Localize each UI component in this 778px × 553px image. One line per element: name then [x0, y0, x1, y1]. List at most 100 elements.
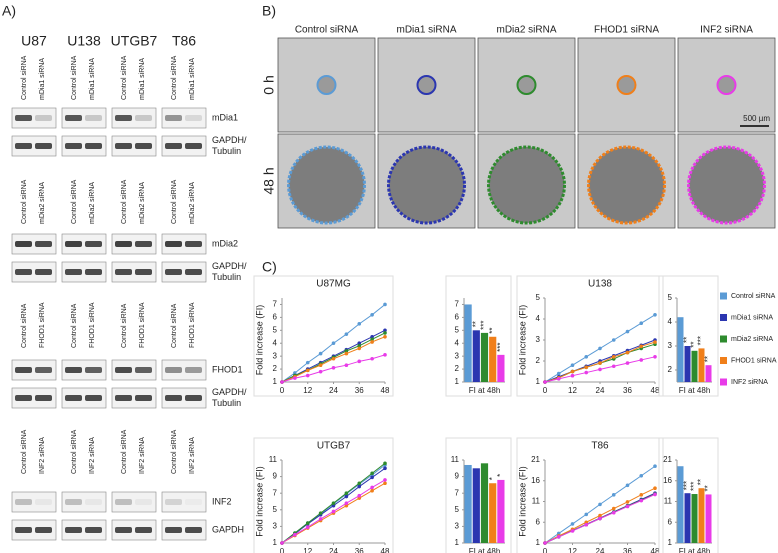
cell-line: U138: [67, 33, 101, 49]
y-tick-label: 1: [273, 538, 278, 547]
significance: **: [704, 485, 713, 491]
point: [611, 355, 616, 359]
band: [115, 395, 132, 401]
legend-swatch: [720, 292, 727, 300]
x-tick-label: 48: [381, 547, 390, 553]
point: [625, 329, 630, 334]
bar: [705, 494, 712, 543]
lane-label: Control siRNA: [21, 179, 28, 224]
point: [639, 358, 644, 362]
point: [305, 525, 310, 530]
lane-label: Control siRNA: [121, 303, 128, 348]
point: [344, 363, 349, 368]
protein-label: GAPDH/: [212, 387, 247, 397]
x-tick-label: 12: [303, 547, 312, 553]
y-tick-label: 11: [451, 455, 460, 464]
band: [85, 269, 102, 275]
lane-label: Control siRNA: [121, 179, 128, 224]
blot: [11, 261, 57, 283]
point: [598, 346, 602, 351]
point: [344, 332, 349, 336]
x-tick-label: 48: [651, 386, 660, 395]
point: [357, 359, 362, 364]
y-tick-label: 2: [273, 364, 278, 373]
chart-frame: [445, 437, 512, 553]
lane-label: mDia2 siRNA: [39, 182, 46, 224]
point: [625, 361, 630, 365]
y-tick-label: 6: [273, 312, 278, 321]
y-tick-label: 2: [668, 365, 673, 374]
band: [65, 499, 82, 505]
lane-label: INF2 siRNA: [139, 437, 146, 474]
point: [331, 365, 336, 370]
point: [639, 498, 644, 503]
band: [85, 241, 102, 247]
point: [357, 493, 362, 498]
band: [135, 367, 152, 373]
y-tick-label: 1: [536, 377, 541, 386]
blot: [111, 233, 157, 255]
point: [584, 512, 589, 517]
blot: [111, 261, 157, 283]
point: [584, 520, 589, 525]
band: [115, 499, 132, 505]
band: [115, 527, 132, 533]
blot: [11, 491, 57, 513]
point: [318, 517, 323, 521]
band: [35, 499, 52, 505]
lane-label: Control siRNA: [21, 55, 28, 100]
significance: **: [704, 356, 713, 362]
band: [135, 143, 152, 149]
significance: ***: [683, 481, 692, 490]
point: [357, 344, 362, 348]
point: [370, 337, 374, 342]
bar: [489, 483, 497, 543]
point: [370, 475, 374, 480]
band: [65, 115, 82, 121]
lane-label: FHOD1 siRNA: [139, 302, 146, 348]
point: [331, 503, 336, 508]
spheroid: [487, 145, 566, 225]
band: [35, 395, 52, 401]
y-tick-label: 5: [273, 325, 278, 334]
band: [35, 241, 52, 247]
x-tick-label: 24: [329, 547, 338, 553]
point: [383, 302, 387, 307]
point: [611, 338, 616, 342]
lane-label: Control siRNA: [121, 55, 128, 100]
bar: [691, 494, 698, 543]
blot: [111, 359, 157, 381]
point: [383, 334, 387, 339]
point: [318, 511, 323, 515]
band: [65, 367, 82, 373]
point: [383, 466, 387, 471]
blot: [11, 135, 57, 157]
y-tick-label: 3: [273, 351, 278, 360]
bar: [698, 488, 705, 543]
point: [598, 367, 602, 372]
y-tick-label: 2: [536, 356, 541, 365]
point: [331, 341, 336, 346]
point: [598, 502, 602, 507]
point: [653, 486, 657, 491]
y-tick-label: 11: [532, 497, 541, 506]
column-label: mDia1 siRNA: [396, 25, 456, 36]
point: [383, 461, 387, 466]
x-tick-label: 24: [596, 386, 605, 395]
bar: [472, 468, 480, 543]
spheroid: [716, 75, 737, 95]
row-label: 0 h: [261, 75, 277, 94]
band: [185, 115, 202, 121]
y-axis-label: Fold increase (FI): [517, 305, 527, 376]
point: [556, 531, 561, 536]
lane-label: mDia1 siRNA: [39, 58, 46, 100]
point: [611, 493, 616, 497]
point: [584, 355, 589, 359]
cell-line: U87: [21, 33, 47, 49]
y-tick-label: 9: [273, 472, 278, 481]
point: [305, 373, 310, 378]
blot: [161, 387, 207, 409]
band: [165, 115, 182, 121]
bar: [464, 304, 472, 382]
y-tick-label: 11: [269, 455, 278, 464]
